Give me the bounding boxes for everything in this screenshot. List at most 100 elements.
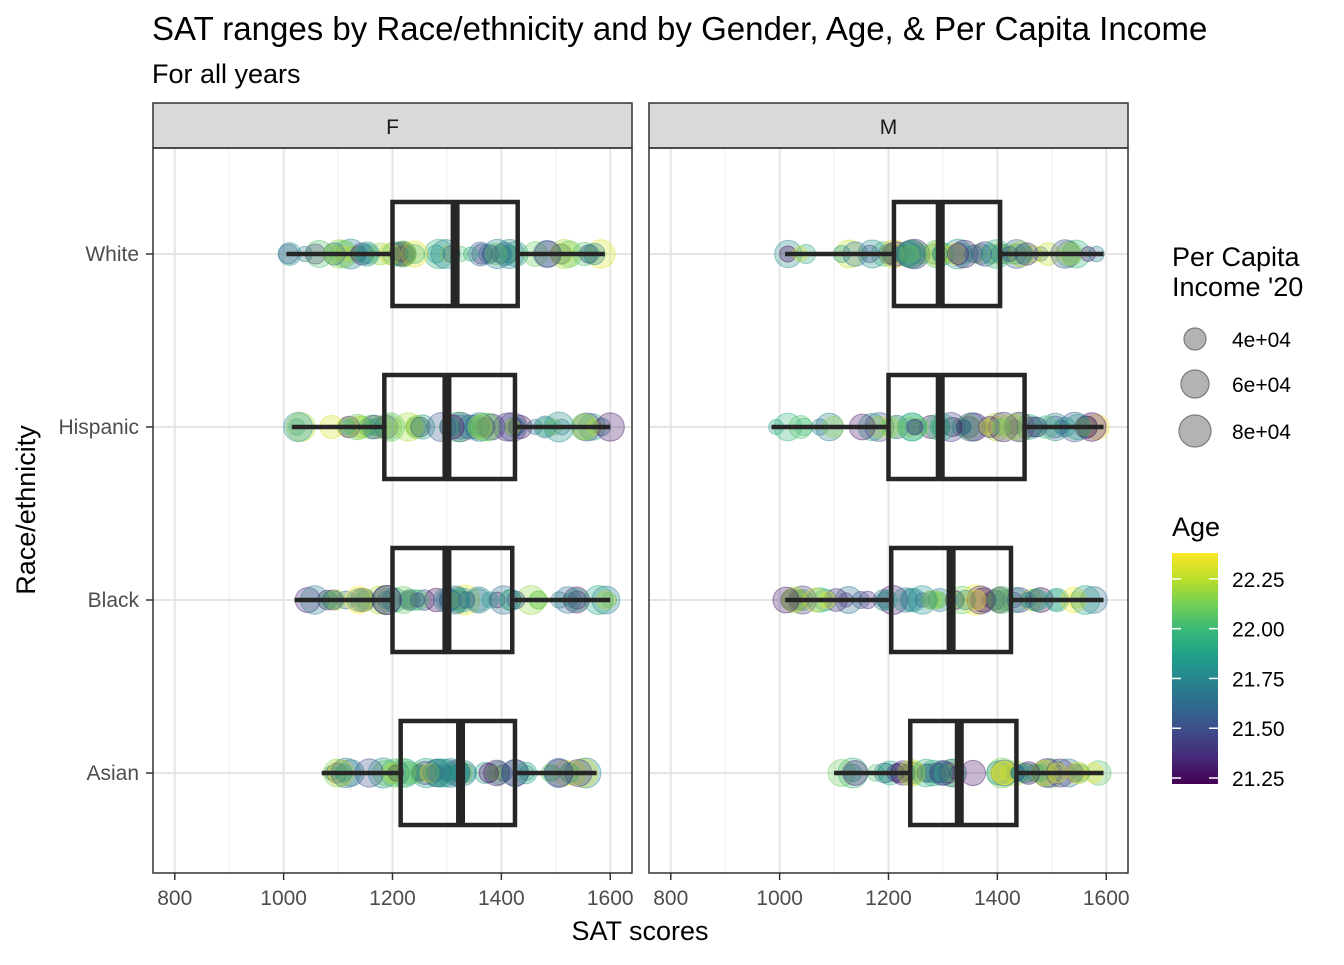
data-point xyxy=(478,413,506,441)
data-point xyxy=(983,589,1005,611)
size-legend-title: Income '20 xyxy=(1172,272,1303,302)
data-point xyxy=(926,591,944,609)
data-point xyxy=(1006,419,1023,435)
boxplots xyxy=(771,199,1104,828)
data-point xyxy=(981,592,998,608)
boxplot-hispanic xyxy=(291,372,611,482)
data-point xyxy=(410,757,442,789)
boxplot-white xyxy=(286,199,605,309)
size-legend-key xyxy=(1183,327,1207,351)
data-point xyxy=(467,414,492,440)
data-point xyxy=(958,416,980,438)
boxplot-black xyxy=(785,545,1104,655)
data-point xyxy=(400,591,418,609)
x-tick-label: 1400 xyxy=(478,887,525,910)
data-point xyxy=(393,412,424,442)
iqr-box xyxy=(886,372,1027,482)
data-point xyxy=(896,239,926,269)
x-axis-title: SAT scores xyxy=(571,916,708,946)
size-legend-title: Per Capita xyxy=(1172,242,1301,272)
data-point xyxy=(426,244,446,264)
color-bar xyxy=(1172,553,1218,784)
x-tick-label: 1200 xyxy=(865,887,912,910)
boxplot-white xyxy=(785,199,1104,309)
data-point xyxy=(469,418,488,436)
data-point xyxy=(901,245,920,263)
data-point xyxy=(470,412,500,442)
data-point xyxy=(490,244,511,264)
data-point xyxy=(896,244,915,264)
facet-strip-f: F xyxy=(152,102,633,149)
data-point xyxy=(986,760,1011,786)
data-point xyxy=(403,589,426,611)
data-point xyxy=(481,591,499,609)
color-legend: Age 22.25 22.00 21.75 21.50 21.25 xyxy=(1172,512,1285,791)
size-legend-key xyxy=(1180,369,1210,399)
data-point xyxy=(991,417,1010,437)
x-tick-label: 1000 xyxy=(260,887,307,910)
data-point xyxy=(899,238,930,270)
data-point xyxy=(955,414,981,440)
data-point xyxy=(960,584,992,616)
data-point xyxy=(898,412,927,442)
data-point xyxy=(899,416,921,438)
panels: F 800 1000 1200 1400 1600 M 800 1000 1200 1400 1600 xyxy=(152,102,1130,910)
color-legend-label: 22.25 xyxy=(1232,569,1285,592)
x-axis-ticks: 800 1000 1200 1400 1600 xyxy=(653,873,1130,910)
data-point xyxy=(411,765,428,781)
data-point xyxy=(495,764,513,782)
data-point xyxy=(405,416,427,438)
y-axis-title: Race/ethnicity xyxy=(11,425,41,595)
data-point xyxy=(972,241,999,267)
data-point xyxy=(949,239,979,269)
data-point xyxy=(473,412,503,442)
data-point xyxy=(901,587,926,613)
data-point xyxy=(910,243,932,265)
size-legend-label: 6e+04 xyxy=(1232,374,1291,397)
data-point xyxy=(464,414,490,440)
data-point xyxy=(967,244,987,264)
data-point xyxy=(933,763,953,783)
data-point xyxy=(419,763,440,783)
x-tick-label: 800 xyxy=(653,887,688,910)
chart-title: SAT ranges by Race/ethnicity and by Gend… xyxy=(152,10,1207,47)
data-point xyxy=(410,763,429,783)
data-point xyxy=(907,418,924,436)
data-point xyxy=(924,762,946,784)
x-tick-label: 1600 xyxy=(587,887,634,910)
data-point xyxy=(412,760,438,786)
boxplots xyxy=(286,199,611,828)
data-point xyxy=(471,243,493,265)
data-point xyxy=(983,415,1006,439)
data-point xyxy=(921,590,941,610)
data-point xyxy=(978,415,1001,439)
data-point xyxy=(400,240,429,268)
color-legend-label: 22.00 xyxy=(1232,619,1285,642)
data-point xyxy=(433,763,453,783)
y-tick-label: Black xyxy=(88,589,140,612)
data-point xyxy=(397,590,417,610)
y-tick-label: White xyxy=(85,243,139,266)
data-point xyxy=(920,763,941,783)
chart-subtitle: For all years xyxy=(152,59,301,89)
data-point xyxy=(405,418,424,436)
data-point xyxy=(482,238,513,270)
facet-panel-f: F 800 1000 1200 1400 1600 xyxy=(152,102,634,910)
data-point xyxy=(948,242,972,266)
data-point xyxy=(903,243,925,265)
color-legend-label: 21.75 xyxy=(1232,668,1285,691)
data-point xyxy=(409,592,426,608)
facet-strip-m: M xyxy=(648,102,1129,149)
data-point xyxy=(405,244,425,264)
data-point xyxy=(468,241,493,267)
data-point xyxy=(899,588,923,612)
data-point xyxy=(916,763,936,783)
data-point xyxy=(921,591,940,609)
data-point xyxy=(425,758,455,788)
data-point xyxy=(481,245,500,263)
data-point xyxy=(959,412,989,442)
data-point xyxy=(898,244,918,264)
data-point xyxy=(485,765,502,781)
